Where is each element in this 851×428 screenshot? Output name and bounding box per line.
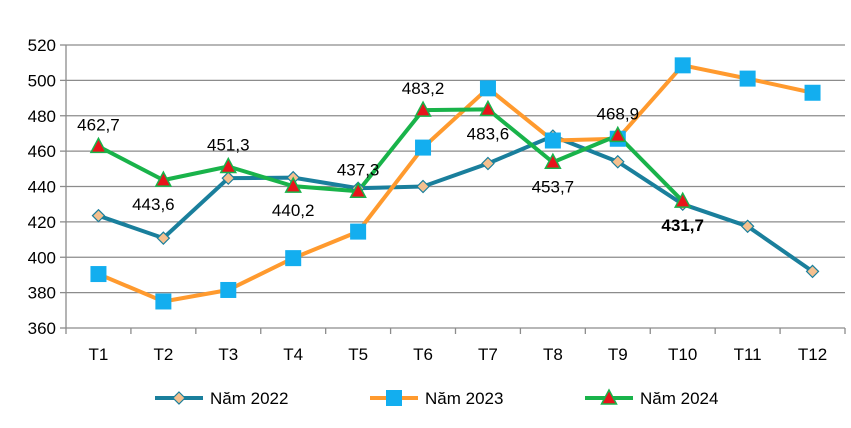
x-tick-label: T1 <box>89 345 109 364</box>
y-tick-label: 440 <box>28 178 56 197</box>
data-point <box>544 132 561 149</box>
data-label: 451,3 <box>207 136 250 155</box>
data-point <box>220 281 237 298</box>
legend-label: Năm 2023 <box>425 389 503 408</box>
x-tick-label: T11 <box>734 345 762 364</box>
series-line-Năm-2023 <box>97 63 813 304</box>
x-tick-label: T4 <box>283 345 303 364</box>
data-point <box>479 80 496 97</box>
data-label: 440,2 <box>272 201 315 220</box>
data-label: 483,6 <box>467 124 510 143</box>
data-point <box>415 139 432 156</box>
y-tick-label: 420 <box>28 213 56 232</box>
data-label: 483,2 <box>402 79 445 98</box>
data-point <box>89 136 108 154</box>
data-point <box>673 191 692 208</box>
data-point <box>674 57 691 74</box>
x-tick-label: T12 <box>798 345 827 364</box>
data-label: 437,3 <box>337 160 380 179</box>
y-tick-label: 480 <box>28 107 56 126</box>
x-tick-label: T7 <box>478 345 498 364</box>
data-point <box>610 154 625 169</box>
legend-label: Năm 2022 <box>210 389 288 408</box>
data-point <box>221 171 236 186</box>
y-tick-label: 400 <box>28 248 56 267</box>
data-point <box>414 100 432 117</box>
data-point <box>154 170 173 187</box>
x-tick-label: T5 <box>348 345 368 364</box>
legend-marker <box>386 390 402 406</box>
legend-marker <box>172 391 186 405</box>
data-point <box>349 181 367 199</box>
data-label: 468,9 <box>597 104 640 123</box>
data-label: 453,7 <box>532 177 575 196</box>
data-label: 462,7 <box>77 115 120 134</box>
x-tick-label: T8 <box>543 345 563 364</box>
data-point <box>350 223 367 240</box>
data-point <box>479 99 497 117</box>
y-tick-label: 380 <box>28 284 56 303</box>
legend-marker <box>600 388 618 405</box>
x-tick-label: T3 <box>218 345 238 364</box>
data-point <box>416 179 430 194</box>
data-point <box>91 208 106 223</box>
data-point <box>805 264 820 279</box>
data-point <box>740 219 755 234</box>
data-point <box>739 70 756 87</box>
y-tick-label: 500 <box>28 71 56 90</box>
data-point <box>609 125 627 143</box>
data-point <box>219 156 238 174</box>
data-point <box>90 266 107 283</box>
x-tick-label: T2 <box>153 345 173 364</box>
x-tick-label: T6 <box>413 345 433 364</box>
data-point <box>155 293 172 310</box>
data-label: 443,6 <box>132 195 175 214</box>
data-point <box>544 152 562 170</box>
y-tick-label: 360 <box>28 319 56 338</box>
x-tick-label: T9 <box>608 345 628 364</box>
data-point <box>481 156 495 171</box>
x-tick-label: T10 <box>668 345 697 364</box>
data-point <box>156 231 171 245</box>
data-point <box>804 84 821 101</box>
legend-label: Năm 2024 <box>640 389 718 408</box>
y-tick-label: 520 <box>28 36 56 55</box>
y-tick-label: 460 <box>28 142 56 161</box>
series-line-Năm-2024 <box>97 107 685 203</box>
data-point <box>284 176 302 193</box>
data-label: 431,7 <box>661 216 704 235</box>
series-line-Năm-2022 <box>97 134 814 274</box>
data-point <box>285 250 302 267</box>
